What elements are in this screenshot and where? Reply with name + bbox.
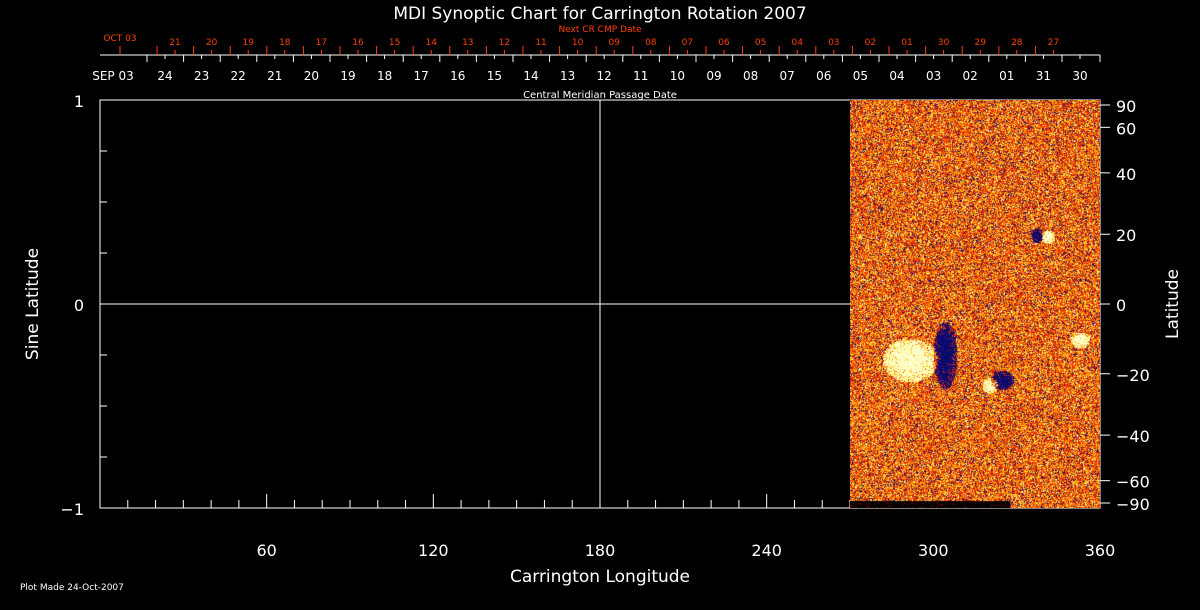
next-cr-date-label: 20 <box>206 38 218 48</box>
x-tick-label: 300 <box>918 541 949 560</box>
next-cr-date-label: 07 <box>682 38 693 48</box>
cmp-date-label: 15 <box>487 69 502 83</box>
cmp-date-label: 16 <box>450 69 465 83</box>
cmp-date-label: 17 <box>414 69 429 83</box>
next-cr-date-label: 04 <box>791 38 803 48</box>
x-tick-label: 120 <box>418 541 449 560</box>
next-cr-date-label: 09 <box>608 38 620 48</box>
cmp-date-label: 31 <box>1036 69 1051 83</box>
cmp-date-label: 18 <box>377 69 392 83</box>
y2-tick-label: −60 <box>1116 473 1150 492</box>
cmp-date-label: 24 <box>157 69 172 83</box>
cmp-date-label: 22 <box>231 69 246 83</box>
x-tick-label: 180 <box>585 541 616 560</box>
x-tick-label: 240 <box>751 541 782 560</box>
next-cr-date-label: 06 <box>718 38 730 48</box>
next-cr-date-label: 16 <box>352 38 364 48</box>
magnetogram-map <box>850 100 1100 508</box>
y2-tick-label: 90 <box>1116 97 1136 116</box>
next-cr-date-label: 14 <box>425 38 437 48</box>
next-cr-date-label: 05 <box>755 38 766 48</box>
y2-tick-label: 20 <box>1116 226 1136 245</box>
cmp-date-label: 04 <box>889 69 904 83</box>
next-cr-date-label: 17 <box>316 38 327 48</box>
next-cr-date-label: 02 <box>865 38 876 48</box>
next-cr-date-label: 11 <box>535 38 546 48</box>
y2-tick-label: −90 <box>1116 495 1150 514</box>
chart-title: MDI Synoptic Chart for Carrington Rotati… <box>393 4 806 24</box>
next-cr-date-label: 28 <box>1011 38 1023 48</box>
cmp-date-label: 23 <box>194 69 209 83</box>
next-cr-date-label: 10 <box>572 38 584 48</box>
next-cr-start-label: OCT 03 <box>103 34 136 44</box>
next-cr-date-label: 30 <box>938 38 950 48</box>
next-cr-date-label: 01 <box>901 38 912 48</box>
y2-tick-label: −20 <box>1116 366 1150 385</box>
next-cr-date-label: 18 <box>279 38 291 48</box>
y-tick-label: 1 <box>74 92 84 111</box>
cmp-date-label: 21 <box>267 69 282 83</box>
plot-made-footer: Plot Made 24-Oct-2007 <box>20 583 124 593</box>
cmp-date-label: 01 <box>999 69 1014 83</box>
cmp-date-label: 08 <box>743 69 758 83</box>
y2-axis-label: Latitude <box>1163 269 1183 339</box>
next-cr-date-label: 19 <box>242 38 254 48</box>
next-cr-date-label: 03 <box>828 38 839 48</box>
x-tick-label: 360 <box>1085 541 1116 560</box>
y2-tick-label: 60 <box>1116 119 1136 138</box>
cmp-date-label: 19 <box>340 69 355 83</box>
next-cr-date-label: 15 <box>389 38 400 48</box>
next-cr-date-label: 08 <box>645 38 657 48</box>
x-tick-label: 60 <box>256 541 276 560</box>
next-cr-date-label: 27 <box>1048 38 1059 48</box>
y-axis-label: Sine Latitude <box>23 248 43 360</box>
cmp-date-label: 30 <box>1072 69 1087 83</box>
x-axis-label: Carrington Longitude <box>510 567 690 587</box>
top-axis-start-label: SEP 03 <box>92 69 134 83</box>
cmp-date-label: 05 <box>853 69 868 83</box>
next-cr-date-label: 13 <box>462 38 473 48</box>
cmp-date-label: 20 <box>304 69 319 83</box>
next-cr-date-label: 12 <box>499 38 510 48</box>
y2-tick-label: 0 <box>1116 296 1126 315</box>
next-cr-date-label: 29 <box>974 38 986 48</box>
cmp-date-label: 11 <box>633 69 648 83</box>
cmp-date-label: 12 <box>597 69 612 83</box>
top-axis-title: Central Meridian Passage Date <box>523 90 677 101</box>
cmp-date-label: 13 <box>560 69 575 83</box>
y-tick-label: −1 <box>60 500 84 519</box>
y2-tick-label: 40 <box>1116 165 1136 184</box>
cmp-date-label: 09 <box>706 69 721 83</box>
next-cr-date-label: 21 <box>169 38 180 48</box>
cmp-date-label: 10 <box>670 69 685 83</box>
cmp-date-label: 07 <box>780 69 795 83</box>
y2-tick-label: −40 <box>1116 427 1150 446</box>
y-tick-label: 0 <box>74 296 84 315</box>
cmp-date-label: 06 <box>816 69 831 83</box>
next-cr-axis-title: Next CR CMP Date <box>558 25 642 35</box>
cmp-date-label: 14 <box>523 69 538 83</box>
cmp-date-label: 03 <box>926 69 941 83</box>
cmp-date-label: 02 <box>963 69 978 83</box>
